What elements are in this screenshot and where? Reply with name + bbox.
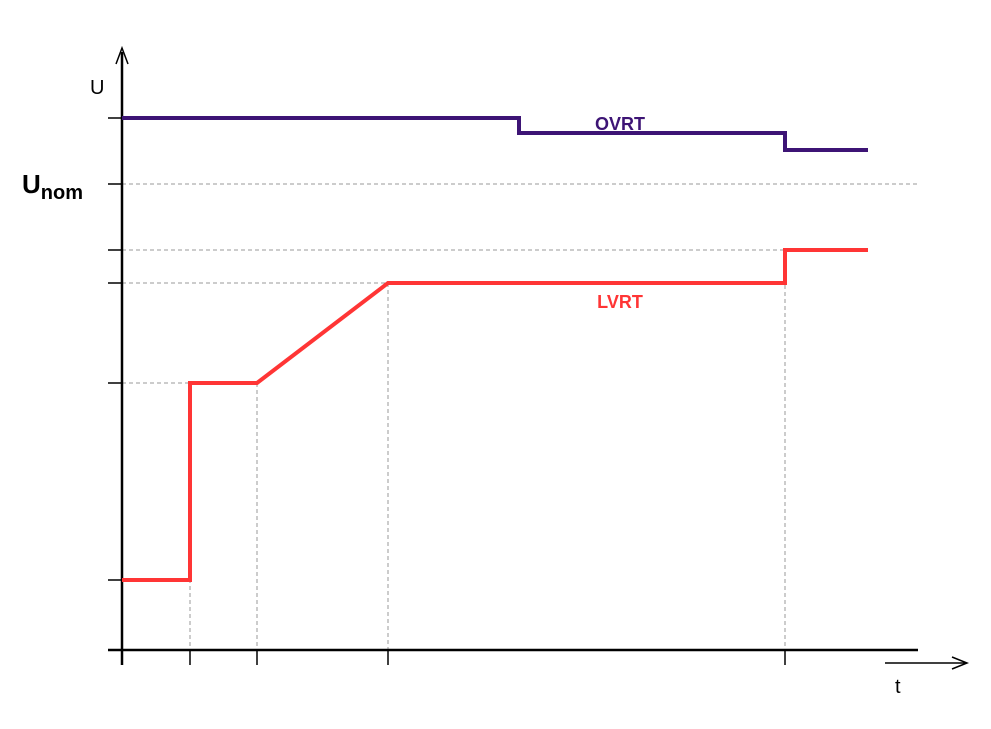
guide-lines [122, 183, 918, 665]
nominal-main: U [22, 169, 41, 199]
nominal-label: Unom [22, 169, 83, 204]
lvrt-curve [122, 248, 868, 582]
ovrt-label: OVRT [595, 114, 645, 134]
ovrt-curve [122, 116, 868, 152]
ticks [108, 117, 786, 665]
y-arrow [115, 45, 129, 65]
y-axis-label: U [90, 77, 104, 99]
t-arrowhead [951, 656, 970, 670]
lvrt-label: LVRT [597, 292, 643, 312]
nominal-sub: nom [41, 182, 83, 204]
x-axis-label: t [895, 676, 901, 698]
